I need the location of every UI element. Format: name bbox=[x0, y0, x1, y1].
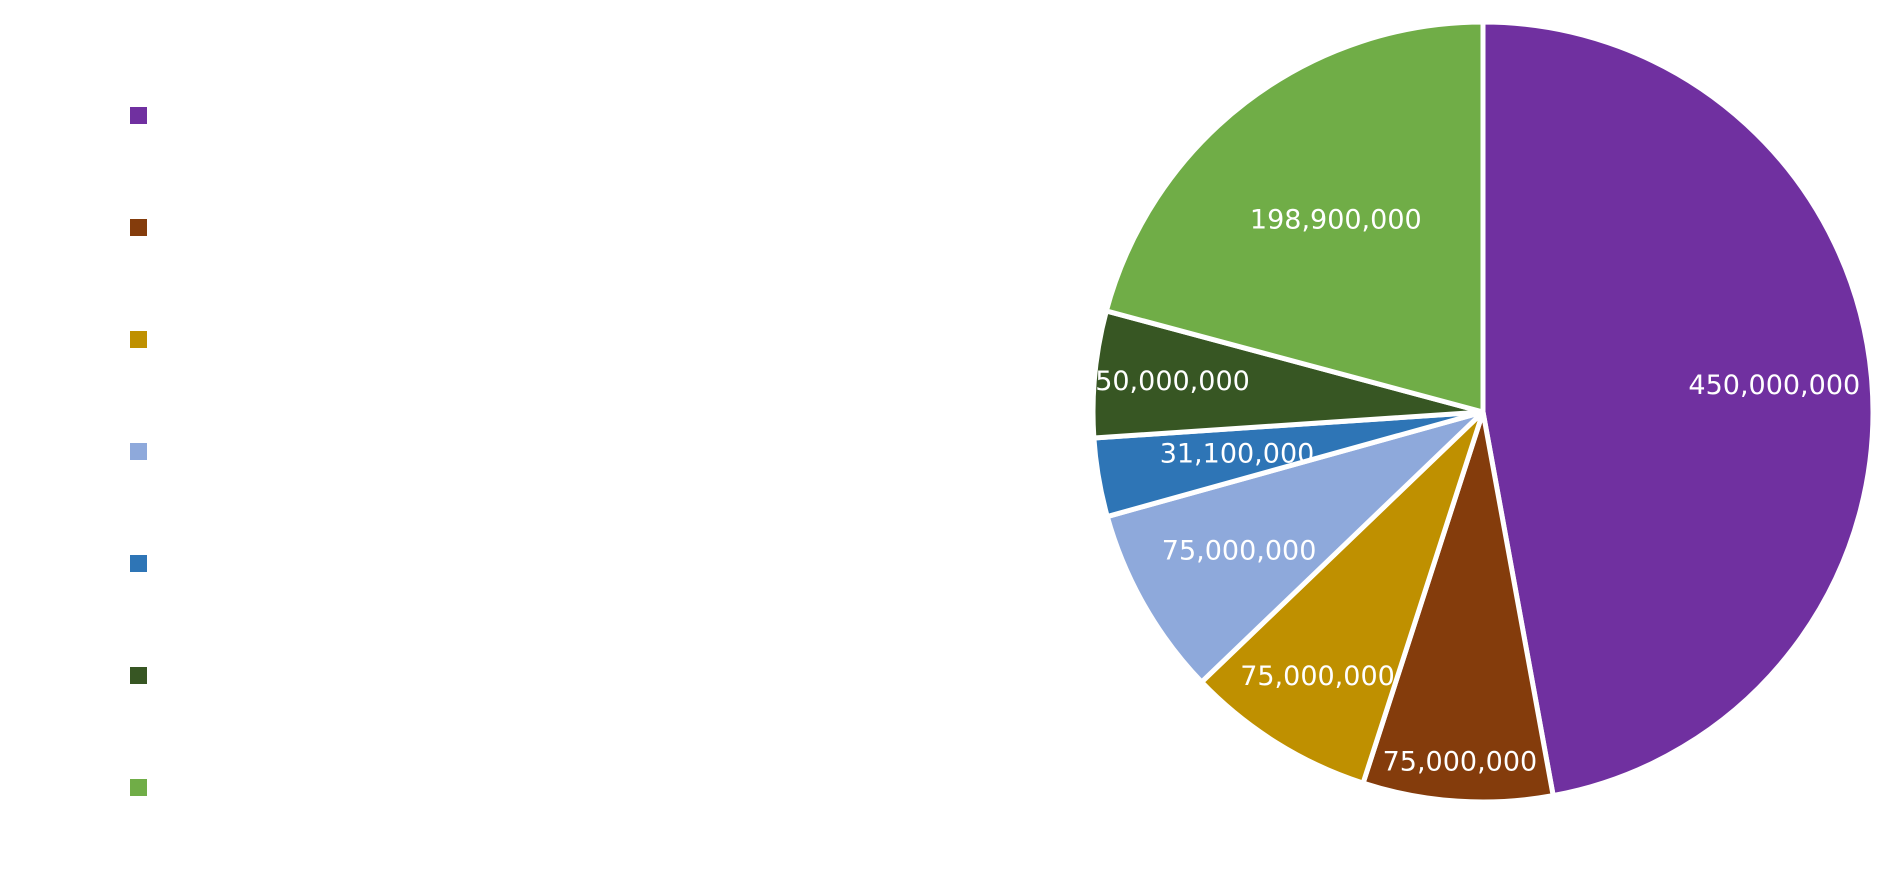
legend-item bbox=[130, 95, 930, 135]
pie-slice bbox=[1480, 19, 1876, 799]
legend-item bbox=[130, 543, 930, 583]
slice-value-label: 198,900,000 bbox=[1250, 205, 1422, 236]
slice-value-label: 450,000,000 bbox=[1688, 370, 1860, 401]
legend-swatch bbox=[130, 330, 147, 348]
legend-swatch bbox=[130, 106, 147, 124]
legend-item bbox=[130, 431, 930, 471]
legend-item bbox=[130, 319, 930, 359]
pie-slice bbox=[1104, 409, 1486, 685]
legend-swatch bbox=[130, 554, 147, 572]
slice-value-label: 75,000,000 bbox=[1240, 661, 1395, 692]
pie-slice bbox=[1360, 409, 1556, 805]
legend-swatch bbox=[130, 778, 147, 796]
chart-legend bbox=[130, 95, 930, 879]
legend-item bbox=[130, 655, 930, 695]
slice-value-label: 75,000,000 bbox=[1162, 536, 1317, 567]
slice-value-label: 75,000,000 bbox=[1383, 747, 1538, 778]
legend-swatch bbox=[130, 666, 147, 684]
legend-swatch bbox=[130, 218, 147, 236]
legend-item bbox=[130, 207, 930, 247]
slice-value-label: 31,100,000 bbox=[1160, 439, 1315, 470]
pie-slice bbox=[1199, 409, 1486, 786]
legend-item bbox=[130, 767, 930, 807]
slice-value-label: 50,000,000 bbox=[1095, 366, 1250, 397]
legend-swatch bbox=[130, 442, 147, 460]
pie-slice bbox=[1103, 19, 1486, 415]
